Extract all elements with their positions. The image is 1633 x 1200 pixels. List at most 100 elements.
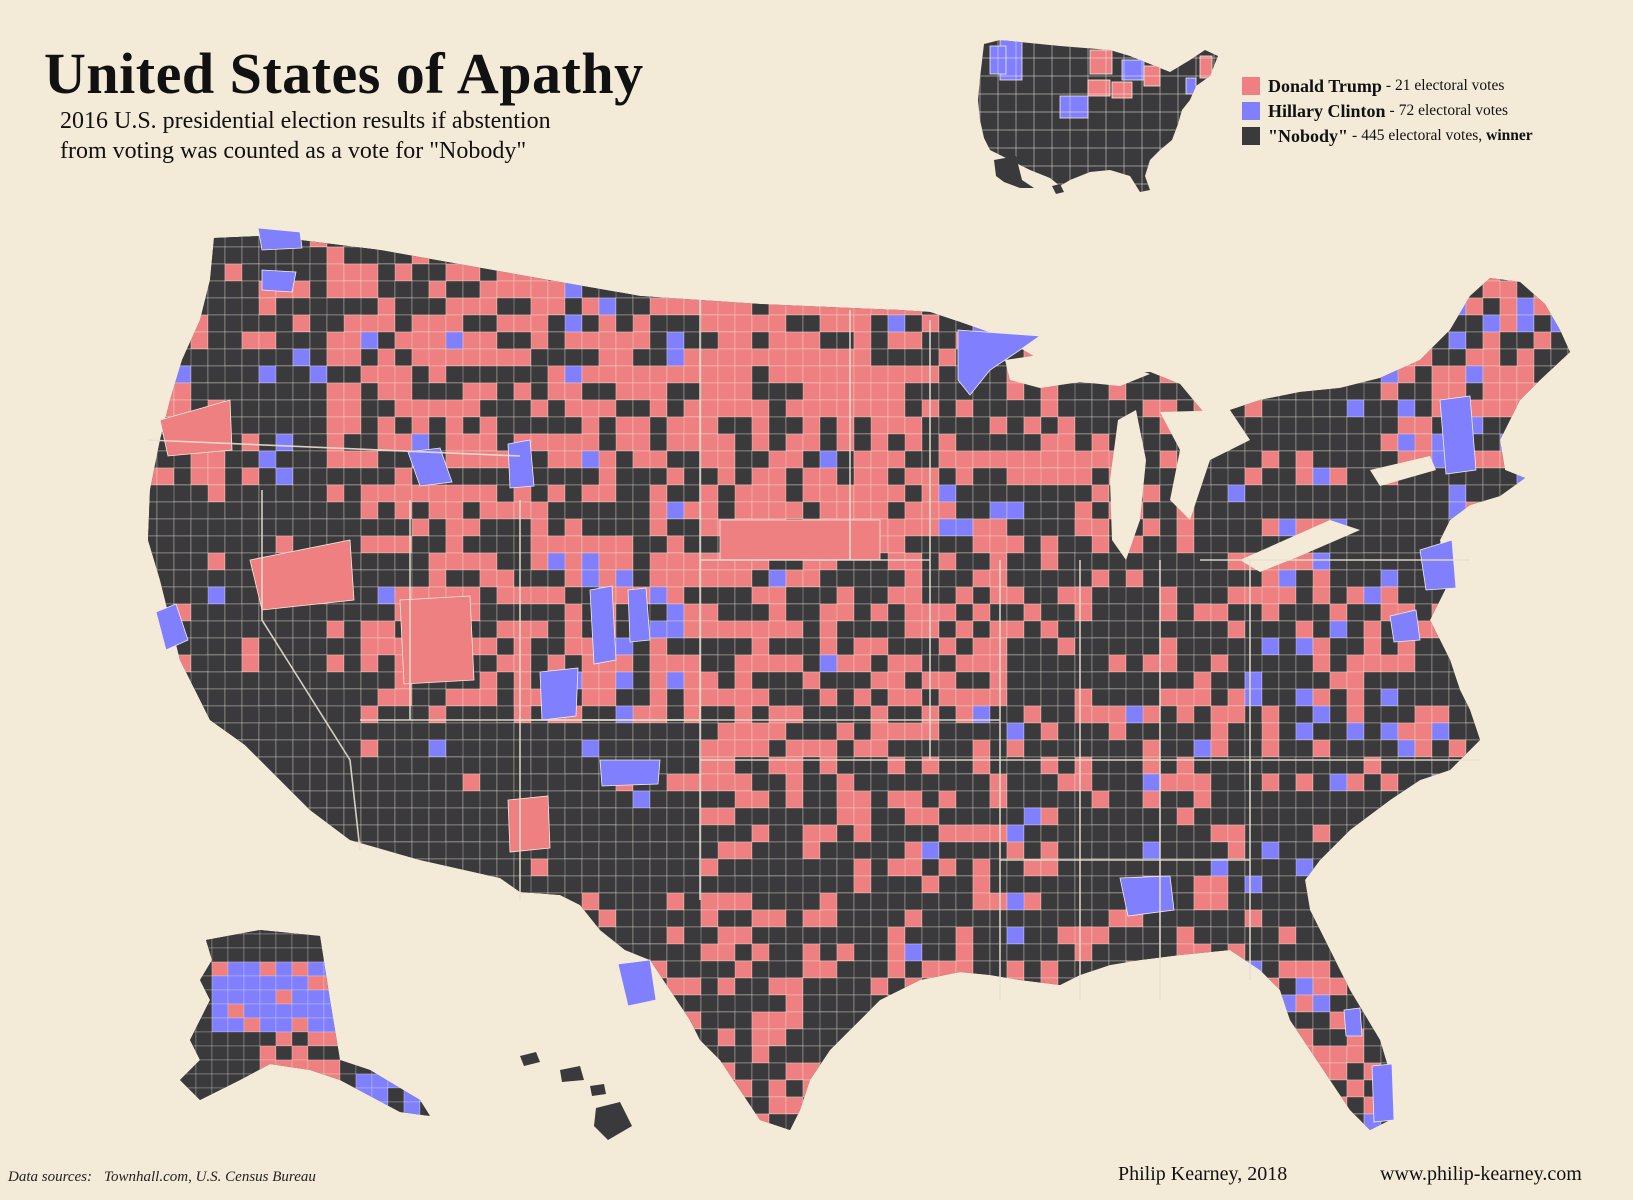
county-cell [1227, 620, 1246, 639]
county-cell [1193, 280, 1212, 299]
county-cell [939, 1148, 956, 1165]
county-cell [1091, 1062, 1127, 1081]
county-cell [1006, 909, 1025, 928]
county-cell [1261, 416, 1280, 435]
alaska-borough [291, 961, 309, 977]
county-cell [1210, 246, 1229, 265]
county-cell [1261, 807, 1280, 826]
county-cell [1142, 399, 1161, 418]
county-cell [190, 892, 209, 911]
county-cell [1499, 756, 1518, 775]
county-cell [360, 943, 379, 962]
county-cell [802, 236, 821, 248]
county-cell [853, 875, 872, 894]
county-cell [972, 943, 991, 962]
county-cell [1057, 484, 1076, 503]
county-cell [1176, 535, 1195, 554]
county-cell [1006, 858, 1025, 877]
county-cell [1261, 637, 1280, 656]
county-cell [870, 467, 889, 486]
county-cell [530, 1096, 549, 1115]
county-cell [769, 1131, 786, 1148]
county-cell [1329, 807, 1348, 826]
county-cell [1465, 236, 1484, 248]
county-cell [836, 416, 855, 435]
county-cell [1057, 671, 1076, 690]
county-cell [1125, 314, 1161, 333]
county-cell [1261, 994, 1280, 1013]
alaska-borough [180, 975, 197, 991]
county-cell [394, 484, 413, 503]
county-cell [1278, 1113, 1297, 1130]
county-cell [615, 450, 634, 469]
county-cell [581, 236, 600, 248]
county-cell [1482, 739, 1518, 758]
county-cell [157, 196, 174, 213]
county-cell [1380, 382, 1399, 401]
county-cell [1414, 280, 1433, 299]
county-cluster [1439, 395, 1477, 475]
county-cell [955, 977, 974, 996]
county-cell [207, 246, 226, 265]
county-cell [1193, 994, 1229, 1013]
county-cell [887, 535, 906, 554]
county-cell [1397, 722, 1416, 741]
county-cell [649, 433, 668, 452]
county-cell [768, 943, 787, 962]
county-cell [615, 1045, 651, 1064]
county-cell [1142, 501, 1161, 520]
county-cell [938, 586, 957, 605]
county-cell [190, 246, 209, 265]
county-cell [377, 416, 396, 435]
county-cell [887, 348, 906, 367]
county-cell [207, 501, 226, 520]
county-cell [428, 501, 447, 520]
county-cell [1414, 365, 1433, 384]
county-cell [446, 196, 463, 213]
county-cell [785, 926, 804, 945]
county-cell [207, 450, 226, 469]
county-cell [1074, 892, 1093, 911]
county-cell [394, 858, 413, 877]
county-cell [870, 246, 889, 265]
county-cell [1023, 433, 1042, 452]
alaska-borough [387, 930, 405, 935]
contiguous-us-county-map [148, 196, 1570, 1165]
county-cell [445, 875, 481, 894]
county-cell [649, 943, 668, 962]
county-cell [309, 773, 328, 792]
county-cell [292, 365, 311, 384]
county-cell [429, 213, 446, 230]
county-cell [870, 892, 889, 911]
county-cell [666, 365, 685, 384]
county-cell [853, 1045, 872, 1064]
county-cell [241, 654, 260, 673]
county-cell [258, 331, 277, 350]
county-cell [667, 213, 684, 230]
county-cell [564, 1113, 583, 1130]
county-cell [1550, 841, 1570, 860]
county-cell [1091, 875, 1110, 894]
county-cell [548, 1131, 582, 1148]
county-cell [1159, 654, 1178, 673]
county-cell [1363, 280, 1382, 299]
county-cell [1074, 1045, 1093, 1064]
county-cell [1278, 892, 1297, 911]
county-cell [496, 535, 515, 554]
county-cell [1227, 1079, 1246, 1098]
county-cell [1006, 926, 1025, 945]
county-cell [1057, 824, 1076, 843]
county-cell [751, 926, 770, 945]
county-cell [1499, 1062, 1535, 1081]
county-cell [734, 450, 753, 469]
county-cell [853, 671, 872, 690]
county-cell [1397, 236, 1416, 248]
county-cell [1176, 994, 1195, 1013]
county-cell [598, 263, 634, 282]
county-cell [361, 1131, 378, 1148]
county-cell [802, 654, 821, 673]
county-cell [1024, 196, 1058, 213]
county-cell [581, 790, 600, 809]
county-cell [1533, 841, 1552, 860]
county-cell [1142, 1028, 1161, 1047]
